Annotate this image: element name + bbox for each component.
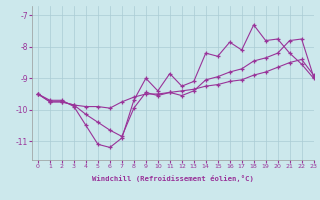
X-axis label: Windchill (Refroidissement éolien,°C): Windchill (Refroidissement éolien,°C) [92,175,254,182]
